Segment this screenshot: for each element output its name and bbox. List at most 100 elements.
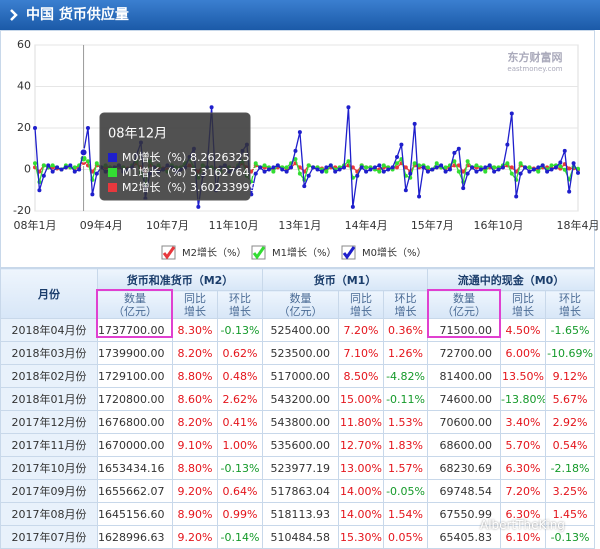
data-point	[399, 142, 404, 147]
data-point	[342, 165, 347, 170]
value-cell: -10.69%	[545, 341, 596, 365]
data-point	[456, 146, 461, 151]
value-cell: 517863.04	[262, 479, 340, 503]
value-cell: 1655662.07	[97, 479, 173, 503]
value-cell: 3.40%	[500, 410, 547, 434]
value-cell: 13.00%	[338, 456, 385, 480]
tooltip-box	[99, 112, 251, 201]
data-point	[571, 161, 576, 166]
data-point	[576, 170, 580, 175]
data-point	[372, 165, 377, 170]
data-point	[85, 126, 90, 130]
value-cell: 1.26%	[383, 341, 429, 365]
data-point	[377, 163, 382, 168]
value-cell: 5.67%	[545, 387, 596, 411]
value-cell: 517000.00	[262, 364, 340, 388]
month-cell: 2017年12月份	[0, 410, 98, 434]
data-point	[85, 159, 90, 164]
data-point	[553, 165, 558, 170]
value-cell: 2.92%	[545, 410, 596, 434]
data-point	[72, 169, 77, 174]
data-point	[37, 188, 42, 193]
data-point	[315, 167, 320, 172]
value-cell: 8.30%	[172, 318, 218, 342]
sub-header-bottom: 增长	[184, 304, 206, 318]
table-row: 2017年10月份 1653434.16 8.80% -0.13% 523977.19 1…	[0, 456, 596, 480]
data-point	[478, 167, 483, 172]
data-point	[492, 169, 497, 174]
x-tick-label: 14年4月	[345, 218, 388, 232]
header-title: 中国 货币供应量	[26, 6, 129, 23]
data-point	[527, 165, 532, 170]
data-point	[266, 167, 271, 172]
value-cell: 4.50%	[500, 318, 547, 342]
data-point	[492, 165, 497, 170]
value-cell: 518113.93	[262, 502, 340, 526]
legend-check	[252, 246, 266, 260]
value-cell: 8.80%	[172, 456, 218, 480]
data-point	[41, 173, 46, 178]
watermark-brand: 东方财富网	[508, 50, 563, 64]
highlight-box	[96, 289, 173, 338]
sub-header-top: 环比	[229, 291, 252, 305]
value-cell: 1739900.00	[97, 341, 173, 365]
data-point	[395, 165, 399, 170]
table-row: 2017年11月份 1670000.00 9.10% 1.00% 535600.00 12…	[0, 433, 596, 457]
value-cell: 70600.00	[427, 410, 502, 434]
sub-header-bottom: 增长	[350, 304, 373, 318]
value-cell: 8.20%	[172, 410, 218, 434]
data-point	[337, 167, 342, 172]
data-point	[408, 171, 413, 176]
data-point	[68, 163, 73, 168]
data-point	[514, 194, 519, 199]
y-tick-label: 60	[17, 38, 31, 51]
header-row: 数量 （亿元） 同比 增长 环比 增长 数量 （亿元） 同比 增长 环比 增长 数量 （亿元） 同比 增长 环比…	[1, 290, 596, 319]
data-point	[72, 165, 77, 170]
table-row: 2018年02月份 1729100.00 8.80% 0.48% 517000.00 8.…	[0, 364, 596, 388]
value-cell: 1.83%	[383, 433, 429, 457]
value-cell: 0.62%	[216, 341, 264, 365]
legend-label: M1增长（%）	[272, 246, 337, 259]
data-point	[562, 167, 567, 172]
data-point	[355, 173, 360, 178]
value-cell: 535600.00	[262, 433, 340, 457]
sub-header-bottom: 增长	[394, 304, 417, 318]
table-row: 2017年08月份 1645156.60 8.90% 0.99% 518113.93 14…	[0, 502, 596, 526]
value-cell: 6.00%	[500, 341, 547, 365]
x-tick-label: 13年1月	[278, 218, 321, 232]
highlight-box	[427, 289, 501, 338]
data-point	[346, 159, 351, 164]
tooltip-label: M2增长（%）	[122, 180, 193, 194]
data-point	[452, 159, 457, 164]
data-point	[258, 165, 263, 170]
tooltip-value: 5.31627647	[190, 166, 256, 179]
value-cell: 0.05%	[383, 525, 429, 549]
value-cell: 1.53%	[383, 410, 429, 434]
data-point	[518, 171, 523, 176]
value-cell: 15.00%	[338, 387, 385, 411]
data-point	[381, 169, 386, 174]
chart: 中国 货币供应量 东方财富网 eastmoney.com -20 0 20 40 60 0…	[0, 0, 600, 268]
data-point	[412, 121, 417, 126]
data-point	[483, 165, 488, 170]
data-point	[289, 165, 294, 170]
data-point	[297, 130, 302, 135]
month-cell: 2017年11月份	[0, 433, 98, 457]
data-point	[523, 165, 528, 170]
legend-label: M0增长（%）	[362, 246, 427, 259]
sub-header: 同比 增长	[338, 290, 385, 319]
value-cell: 9.20%	[172, 479, 218, 503]
data-point	[567, 189, 572, 194]
value-cell: 1.57%	[383, 456, 429, 480]
value-cell: -0.14%	[216, 525, 264, 549]
data-point	[500, 165, 505, 170]
tooltip-swatch	[108, 168, 117, 177]
month-cell: 2017年08月份	[0, 502, 98, 526]
data-point	[77, 167, 82, 172]
sub-header-top: 数量	[289, 291, 312, 305]
data-point	[364, 165, 369, 170]
value-cell: 1653434.16	[97, 456, 173, 480]
data-point	[518, 161, 523, 166]
data-point	[59, 167, 64, 172]
data-point	[262, 163, 267, 168]
